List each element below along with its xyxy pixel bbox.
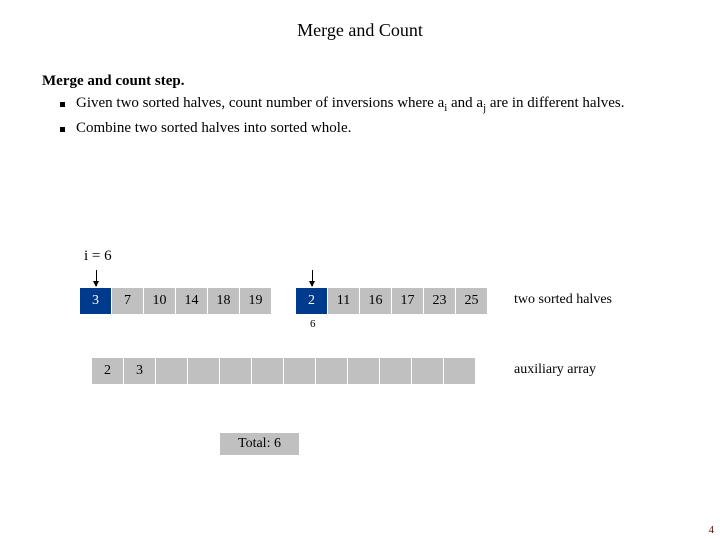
page-number: 4 xyxy=(709,524,715,536)
b1-pre: Given two sorted halves, count number of… xyxy=(76,95,444,111)
half-left-cell: 14 xyxy=(176,288,207,314)
aux-cell xyxy=(316,358,347,384)
aux-cell xyxy=(348,358,379,384)
half-right-cell: 17 xyxy=(392,288,423,314)
half-left-cell: 3 xyxy=(80,288,111,314)
aux-cell: 3 xyxy=(124,358,155,384)
arrow-right-icon xyxy=(312,270,313,286)
bullet-2: Combine two sorted halves into sorted wh… xyxy=(76,118,678,138)
half-left-cell: 10 xyxy=(144,288,175,314)
mid-count: 6 xyxy=(310,318,316,330)
aux-cell xyxy=(252,358,283,384)
bullet-list: Given two sorted halves, count number of… xyxy=(42,93,678,138)
half-right-cell: 2 xyxy=(296,288,327,314)
half-right-cell: 25 xyxy=(456,288,487,314)
arrow-left-icon xyxy=(96,270,97,286)
bullet-1: Given two sorted halves, count number of… xyxy=(76,93,678,116)
label-halves: two sorted halves xyxy=(514,292,612,308)
half-left-cell: 18 xyxy=(208,288,239,314)
row-halves: 3710141819 21116172325 xyxy=(80,288,488,314)
total-box: Total: 6 xyxy=(220,433,299,455)
label-aux: auxiliary array xyxy=(514,362,596,378)
b1-mid: and a xyxy=(447,95,483,111)
aux-cell xyxy=(444,358,475,384)
aux-cell xyxy=(412,358,443,384)
content-block: Merge and count step. Given two sorted h… xyxy=(0,41,720,138)
aux-cell xyxy=(284,358,315,384)
half-right-cell: 23 xyxy=(424,288,455,314)
half-left-cell: 19 xyxy=(240,288,271,314)
half-left-cell: 7 xyxy=(112,288,143,314)
half-right-cell: 16 xyxy=(360,288,391,314)
page-title: Merge and Count xyxy=(0,0,720,41)
half-right-cell: 11 xyxy=(328,288,359,314)
aux-cell xyxy=(380,358,411,384)
step-heading: Merge and count step. xyxy=(42,73,185,89)
b1-post: are in different halves. xyxy=(486,95,624,111)
aux-cell xyxy=(156,358,187,384)
aux-cell xyxy=(220,358,251,384)
aux-cell: 2 xyxy=(92,358,123,384)
i-label: i = 6 xyxy=(84,248,112,265)
gap xyxy=(272,288,296,314)
row-aux: 23 xyxy=(92,358,476,384)
aux-cell xyxy=(188,358,219,384)
